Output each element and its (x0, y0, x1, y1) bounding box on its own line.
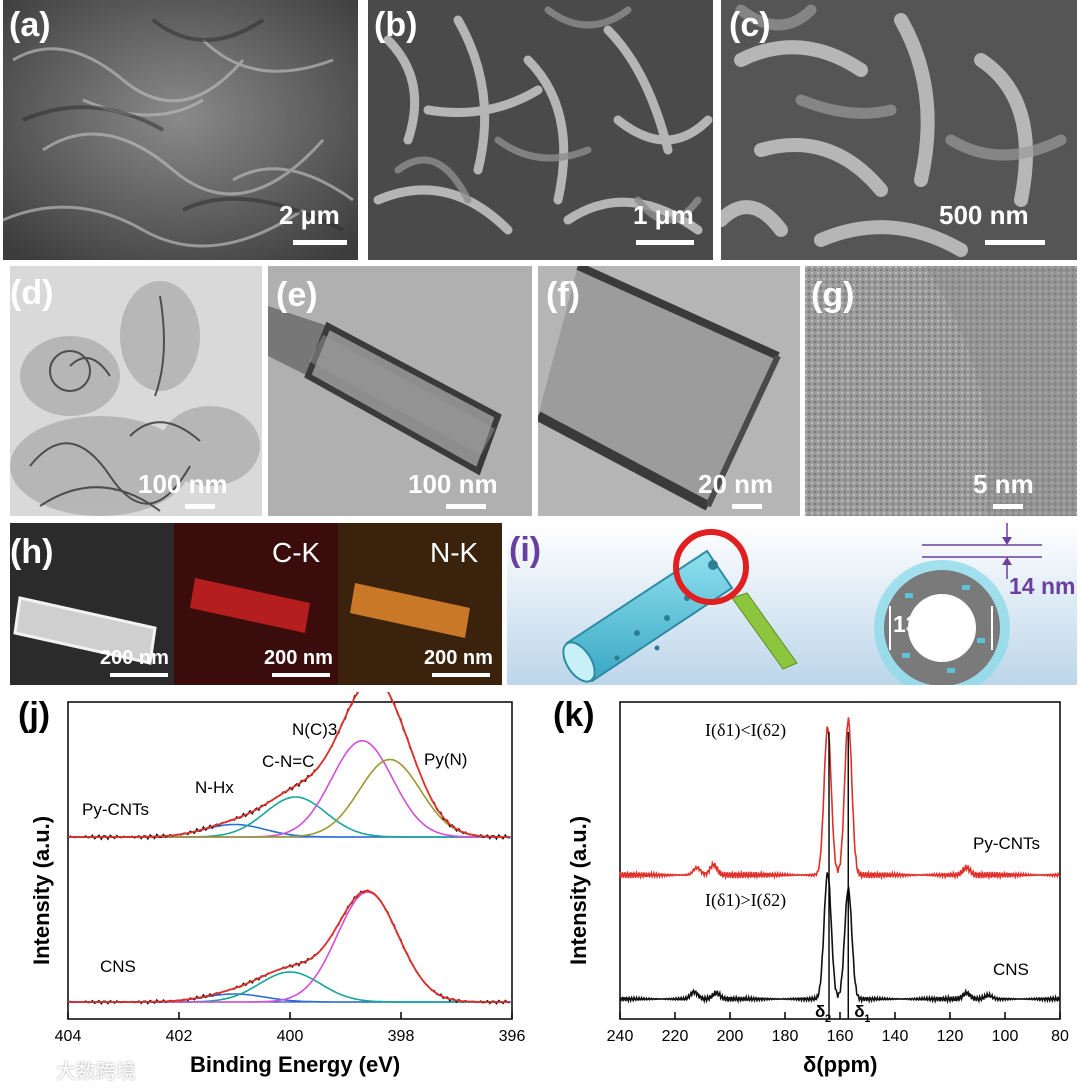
scalebar-label-a: 2 μm (279, 200, 340, 230)
scalebar-f (732, 504, 762, 509)
scalebar-a (293, 240, 347, 245)
scalebar-b (636, 240, 694, 245)
tem-texture-e (268, 266, 532, 516)
xps-x-tick-label: 402 (166, 1028, 193, 1045)
xps-label-nc3: N(C)3 (292, 720, 338, 739)
schematic-panel-i: (i) 14 nm 132 nm (507, 523, 1077, 685)
watermark: 大数跨境 (56, 1061, 136, 1083)
panel-label-i: (i) (509, 531, 542, 569)
panel-label-g: (g) (811, 276, 855, 314)
nmr-spectrum-cns (619, 872, 1060, 1005)
scalebar-e (446, 504, 486, 509)
xps-component-cns-n-c-3 (68, 891, 510, 1003)
scalebar-h2 (272, 673, 330, 677)
sem-image-a: (a) 2 μm (3, 0, 358, 260)
nmr-x-tick-label: 220 (662, 1028, 689, 1045)
nmr-x-tick-label: 160 (827, 1028, 854, 1045)
nmr-label-cns: CNS (993, 960, 1029, 979)
tem-image-f: (f) 20 nm (538, 266, 800, 516)
diameter-label: 132 nm (893, 611, 973, 637)
scalebar-label-h3: 200 nm (424, 647, 493, 669)
scalebar-label-d: 100 nm (138, 469, 228, 499)
xps-label-py-cnts: Py-CNTs (82, 800, 150, 819)
scalebar-g (993, 504, 1023, 509)
scalebar-label-f: 20 nm (698, 469, 774, 499)
xps-chart-j: 404 402 400 398 396 (j) Binding Energy (eV) … (0, 692, 540, 1088)
tube-schematic (507, 523, 1077, 685)
hrtem-image-g: (g) 5 nm (805, 266, 1077, 516)
nmr-delta1-subscript: 1 (864, 1013, 870, 1025)
scalebar-h3 (432, 673, 490, 677)
nmr-delta2-subscript: 2 (825, 1013, 831, 1025)
scalebar-label-b: 1 μm (633, 200, 694, 230)
scalebar-label-e: 100 nm (408, 469, 498, 499)
tem-texture-f (538, 266, 800, 516)
tem-image-e: (e) 100 nm (268, 266, 532, 516)
tube-lumen (908, 594, 976, 662)
xps-raw-cns (67, 889, 510, 1006)
panel-label-d: (d) (10, 274, 54, 312)
panel-label-c: (c) (729, 6, 771, 44)
xps-label-cnc: C-N=C (262, 752, 315, 771)
nmr-annotation-top: I(δ1)<I(δ2) (705, 720, 787, 740)
panel-label-j: (j) (18, 696, 51, 734)
panel-label-b: (b) (374, 6, 418, 44)
nmr-label-py-cnts: Py-CNTs (973, 834, 1041, 853)
xps-label-nhx: N-Hx (195, 778, 234, 797)
map-label-n: N-K (430, 537, 479, 568)
tem-image-d: (d) 100 nm (10, 266, 262, 516)
nmr-x-tick-label: 120 (937, 1028, 964, 1045)
sem-texture-a (3, 0, 358, 260)
magnifier-ring (673, 529, 749, 605)
green-rod (731, 592, 798, 670)
nmr-delta2-label: δ (815, 1002, 825, 1021)
scalebar-c (985, 240, 1045, 245)
wall-thickness-label: 14 nm (1009, 573, 1076, 599)
eds-images (10, 523, 502, 685)
nmr-plot: 240 220 200 180 160 140 120 100 80δ 2 δ 1 (607, 701, 1069, 1045)
scalebar-label-g: 5 nm (973, 469, 1034, 499)
nmr-delta1-label: δ (854, 1002, 864, 1021)
scalebar-label-h1: 200 nm (100, 647, 169, 669)
nmr-y-axis-title: Intensity (a.u.) (566, 815, 591, 965)
xps-plot: 404 402 400 398 396 (55, 692, 526, 1045)
panel-label-h: (h) (10, 533, 54, 571)
xps-y-axis-title: Intensity (a.u.) (29, 815, 54, 965)
panel-label-k: (k) (553, 696, 595, 734)
sem-texture-b (368, 0, 713, 260)
panel-label-a: (a) (9, 6, 51, 44)
nmr-annotation-bottom: I(δ1)>I(δ2) (705, 890, 787, 910)
nmr-x-axis-title: δ(ppm) (803, 1052, 878, 1077)
nmr-x-tick-label: 100 (992, 1028, 1019, 1045)
xps-x-tick-label: 398 (388, 1028, 415, 1045)
nmr-x-tick-label: 180 (772, 1028, 799, 1045)
sem-image-b: (b) 1 μm (368, 0, 713, 260)
xps-envelope-py-cnts (68, 692, 510, 838)
nmr-spectrum-py-cnts (619, 717, 1061, 881)
xps-x-tick-label: 396 (499, 1028, 526, 1045)
nmr-x-tick-label: 200 (717, 1028, 744, 1045)
nmr-x-tick-label: 80 (1051, 1028, 1069, 1045)
eds-panel-h: (h) C-K N-K 200 nm 200 nm 200 nm (10, 523, 502, 685)
nmr-x-tick-label: 240 (607, 1028, 634, 1045)
tem-texture-d (10, 266, 262, 516)
nmr-chart-k: 240 220 200 180 160 140 120 100 80 δ 2 δ 1 (k) δ(ppm… (545, 692, 1080, 1088)
scalebar-d (185, 504, 215, 509)
xps-x-tick-label: 404 (55, 1028, 82, 1045)
scalebar-h1 (110, 673, 168, 677)
map-label-c: C-K (272, 537, 321, 568)
xps-label-cns: CNS (100, 957, 136, 976)
xps-envelope-cns (68, 889, 510, 1003)
xps-x-axis-title: Binding Energy (eV) (190, 1052, 401, 1077)
panel-label-f: (f) (546, 276, 580, 314)
panel-label-e: (e) (276, 276, 318, 314)
nmr-x-tick-label: 140 (882, 1028, 909, 1045)
scalebar-label-c: 500 nm (939, 200, 1029, 230)
xps-label-pyn: Py(N) (424, 750, 468, 769)
sem-texture-c (721, 0, 1077, 260)
sem-image-c: (c) 500 nm (721, 0, 1077, 260)
xps-x-tick-label: 400 (277, 1028, 304, 1045)
scalebar-label-h2: 200 nm (264, 647, 333, 669)
hrtem-texture-g (805, 266, 1077, 516)
